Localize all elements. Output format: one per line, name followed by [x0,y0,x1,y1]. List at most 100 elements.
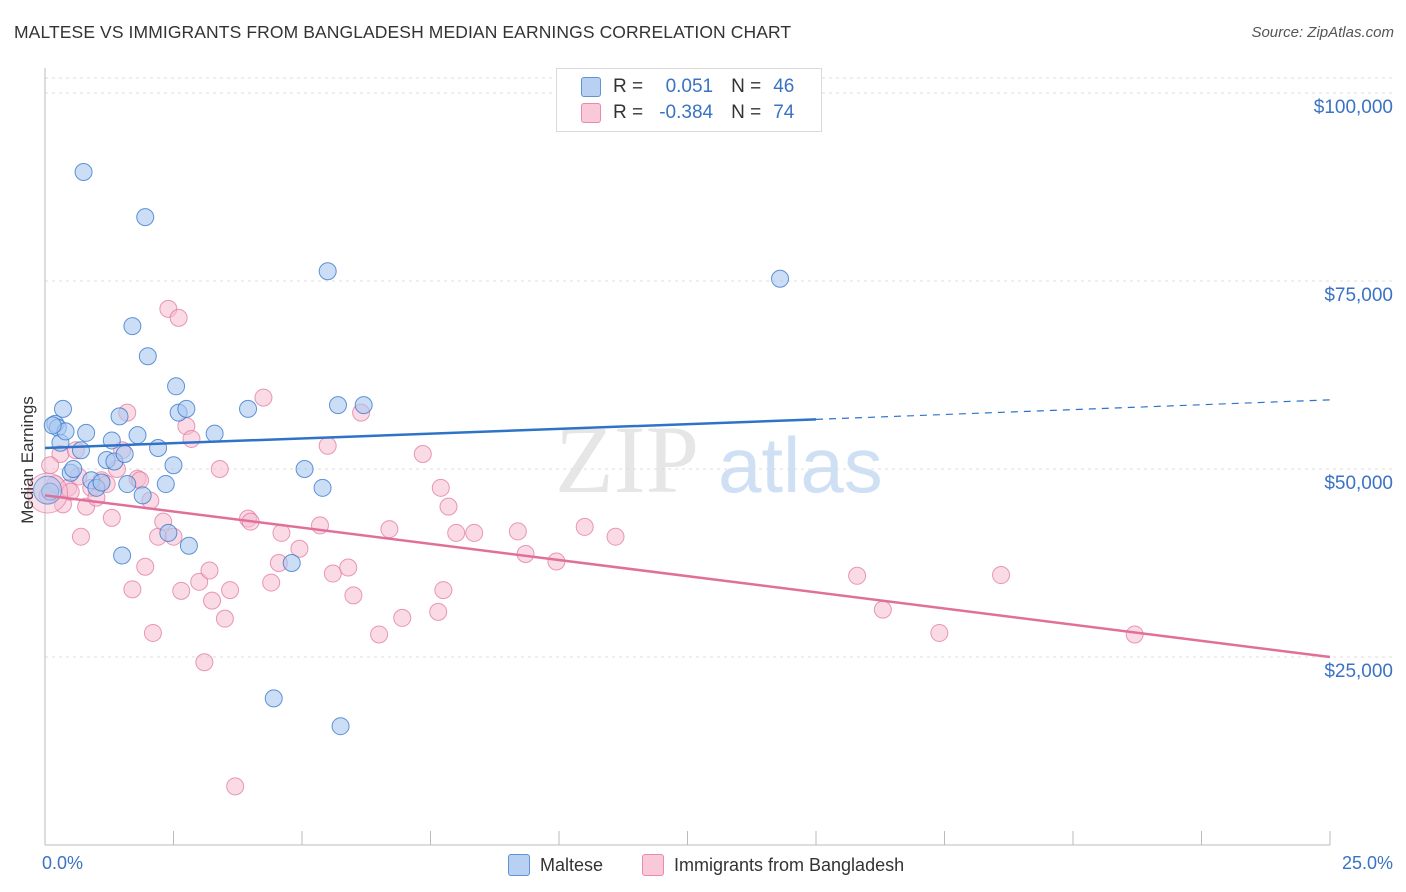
x-tick-label-min: 0.0% [42,853,83,873]
legend-row-bangladesh: R = -0.384 N = 74 [581,101,794,125]
maltese-point [118,475,137,494]
bangladesh-point [318,436,337,455]
legend-r-label: R = [613,76,644,97]
maltese-point [43,416,62,435]
maltese-point [164,456,183,475]
maltese-point [354,396,373,415]
source-credit: Source: ZipAtlas.com [1251,24,1394,41]
bangladesh-point [447,523,466,542]
maltese-swatch [581,77,601,97]
bangladesh-point [848,566,867,585]
maltese-point [177,399,196,418]
bangladesh-point [195,653,214,672]
maltese-legend-swatch [508,854,530,876]
bangladesh-point [290,539,309,558]
maltese-point [71,441,90,460]
bangladesh-point [200,561,219,580]
gridlines [45,77,1392,658]
bangladesh-point [226,777,245,796]
maltese-point [53,399,72,418]
legend-n-label: N = [731,102,762,123]
maltese-point [113,546,132,565]
bangladesh-point [215,609,234,628]
maltese-point [295,460,314,479]
bangladesh-point [169,308,188,327]
bangladesh-point [575,517,594,536]
bangladesh-point [203,591,222,610]
bangladesh-point [431,478,450,497]
maltese-point [156,475,175,494]
maltese-point-cluster [33,475,63,505]
bangladesh-point [370,625,389,644]
maltese-point [328,396,347,415]
bangladesh-point [344,586,363,605]
bangladesh-point [413,444,432,463]
bangladesh-point [262,573,281,592]
bangladesh-point [380,520,399,539]
maltese-point [138,347,157,366]
maltese-point [771,269,790,288]
maltese-n-value: 46 [773,76,795,97]
maltese-point [92,473,111,492]
bangladesh-point [254,388,273,407]
stats-legend: R = 0.051 N = 46 R = -0.384 N = 74 [556,68,822,132]
bangladesh-point [339,558,358,577]
bangladesh-point [123,580,142,599]
maltese-point [64,460,83,479]
bangladesh-point [221,581,240,600]
maltese-point [282,554,301,573]
bottom-legend-bangladesh: Immigrants from Bangladesh [642,852,904,878]
maltese-point [77,423,96,442]
maltese-point [239,399,258,418]
trend-lines [44,399,1331,659]
maltese-point [318,262,337,281]
y-axis-label: Median Earnings [18,396,37,524]
maltese-legend-label: Maltese [540,854,604,875]
maltese-point [159,523,178,542]
maltese-point [331,717,350,736]
bangladesh-r-value: -0.384 [659,102,714,123]
legend-n-label: N = [731,76,762,97]
bangladesh-point [393,608,412,627]
maltese-point [264,689,283,708]
maltese-point [133,486,152,505]
y-tick-label: $50,000 [1324,473,1393,494]
bangladesh-point [210,460,229,479]
bangladesh-point [172,581,191,600]
y-tick-label: $25,000 [1324,661,1393,682]
maltese-point [123,317,142,336]
maltese-point [115,444,134,463]
maltese-point [128,426,147,445]
maltese-point [149,438,168,457]
bangladesh-n-value: 74 [773,102,795,123]
bangladesh-point [434,581,453,600]
maltese-point [136,208,155,227]
bangladesh-point [992,566,1011,585]
bangladesh-point [1125,625,1144,644]
maltese-trend-line [44,418,817,450]
bangladesh-point [136,557,155,576]
legend-row-maltese: R = 0.051 N = 46 [581,75,794,99]
bangladesh-point [102,508,121,527]
maltese-point [179,536,198,555]
bangladesh-legend-swatch [642,854,664,876]
bangladesh-swatch [581,103,601,123]
axes [44,68,1331,846]
maltese-trend-extension [815,399,1331,420]
bangladesh-point [873,600,892,619]
x-tick-label-max: 25.0% [1342,853,1393,873]
watermark-zip: ZIP [555,406,699,513]
chart-title: MALTESE VS IMMIGRANTS FROM BANGLADESH ME… [14,22,792,42]
maltese-point [74,162,93,181]
maltese-point [167,377,186,396]
maltese-r-value: 0.051 [665,76,714,97]
bangladesh-point [606,527,625,546]
maltese-point [110,407,129,426]
bangladesh-point [930,623,949,642]
legend-r-label: R = [613,102,644,123]
bangladesh-point [439,497,458,516]
bangladesh-point [323,564,342,583]
y-tick-label: $75,000 [1324,285,1393,306]
bangladesh-point [465,523,484,542]
